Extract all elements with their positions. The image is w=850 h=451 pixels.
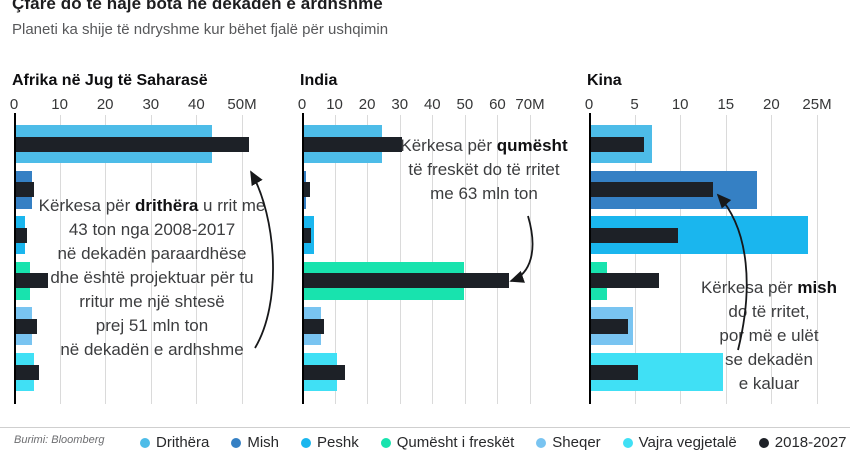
gridline — [817, 115, 818, 404]
axis-tick-label: 20 — [763, 96, 780, 113]
legend-swatch-icon — [758, 437, 769, 448]
legend-label: Peshk — [317, 434, 359, 451]
axis-tick-label: 0 — [297, 96, 307, 113]
annotation-text-china: Kërkesa për mish do të rritet, por më e ul… — [700, 278, 838, 393]
legend-item-sheqer: Sheqer — [536, 434, 601, 451]
gridline — [497, 115, 499, 404]
axis-tick-label: 0 — [9, 96, 19, 113]
legend-swatch-icon — [536, 437, 547, 448]
bar-africa-qumesht-2018-2027 — [16, 273, 48, 289]
axis-tick-label: 30 — [142, 96, 160, 113]
gridline — [196, 115, 198, 404]
legend-item-mish: Mish — [231, 434, 279, 451]
gridline — [242, 115, 243, 404]
panel-title-india: India — [300, 72, 338, 89]
axis-tick-label: 40 — [188, 96, 205, 113]
axis-tick-label: 20 — [96, 96, 114, 113]
gridline — [105, 115, 107, 404]
bar-africa-sheqer-2018-2027 — [16, 318, 37, 334]
legend-swatch-icon — [140, 437, 150, 448]
legend-item-qumesht: Qumësht i freskët — [380, 434, 515, 451]
legend-label: Mish — [247, 434, 280, 451]
bar-china-drithera-2018-2027 — [591, 136, 644, 152]
legend: Drithëra Mish Peshk Qumësht i freskët Sheqer… — [140, 434, 850, 451]
axis-tick-label: 25M — [802, 96, 832, 113]
panel-title-china: Kina — [587, 72, 622, 89]
bar-china-qumesht-2018-2027 — [591, 273, 660, 289]
legend-item-peshk: Peshk — [301, 434, 359, 451]
bar-india-sheqer-2018-2027 — [304, 318, 325, 334]
plot-area-india: Kërkesa për qumësht të freskët do të rrit… — [300, 113, 568, 404]
axis-tick-label: 5 — [630, 96, 639, 113]
chart-subtitle: Planeti ka shije të ndryshme kur bëhet f… — [12, 21, 389, 38]
plot-area-china: Kërkesa për mish do të rritet, por më e ul… — [587, 113, 850, 404]
axis-tick-label: 10 — [51, 96, 68, 113]
legend-item-vajra: Vajra vegjetalë — [622, 434, 737, 451]
annotation-text-india: Kërkesa për qumësht të freskët do të rrit… — [400, 136, 568, 203]
legend-item-projection: 2018-2027 — [758, 434, 847, 451]
legend-label: Drithëra — [156, 434, 210, 451]
axis-tick-label: 40 — [423, 96, 441, 113]
footer-divider — [0, 427, 850, 428]
axis-tick-label: 10 — [326, 96, 343, 113]
axis-tick-label: 0 — [584, 96, 594, 113]
gridline — [680, 115, 682, 404]
legend-label: Qumësht i freskët — [396, 434, 515, 451]
legend-swatch-icon — [380, 437, 391, 448]
gridline — [464, 115, 466, 404]
bar-china-peshk-2018-2027 — [591, 227, 678, 243]
bar-china-sheqer-2018-2027 — [591, 318, 629, 334]
legend-item-drithera: Drithëra — [140, 434, 209, 451]
gridline — [634, 115, 636, 404]
legend-label: Sheqer — [552, 434, 601, 451]
axis-tick-label: 10 — [671, 96, 689, 113]
bar-india-drithera-2018-2027 — [304, 136, 402, 152]
axis-tick-label: 30 — [391, 96, 409, 113]
gridline — [150, 115, 152, 404]
panel-title-africa: Afrika në Jug të Saharasë — [12, 72, 208, 89]
plot-area-africa: Kërkesa për drithëra u rrit me 43 ton nga… — [12, 113, 278, 404]
bar-africa-drithera-2018-2027 — [16, 136, 249, 152]
axis-tick-label: 70M — [515, 96, 545, 113]
bar-china-vajra-2018-2027 — [591, 364, 639, 380]
panel-india: India 0 10 20 30 40 50 60 70M Kërkesa për qumësht… — [297, 72, 568, 404]
legend-label: Vajra vegjetalë — [638, 434, 737, 451]
x-axis-india: 0 10 20 30 40 50 60 70M — [297, 96, 566, 118]
bar-china-mish-2018-2027 — [591, 182, 714, 198]
gridline — [399, 115, 401, 404]
axis-tick-label: 60 — [489, 96, 506, 113]
gridline — [367, 115, 369, 404]
axis-tick-label: 15 — [717, 96, 735, 113]
bar-india-vajra-2018-2027 — [304, 364, 345, 380]
gridline — [432, 115, 434, 404]
y-axis-line — [302, 113, 304, 404]
annotation-text-africa: Kërkesa për drithëra u rrit me 43 ton nga… — [38, 196, 266, 359]
legend-swatch-icon — [301, 437, 312, 448]
x-axis-africa: 0 10 20 30 40 50M — [9, 96, 278, 118]
legend-swatch-icon — [231, 437, 242, 448]
gridline — [59, 115, 61, 404]
bar-africa-peshk-2018-2027 — [16, 227, 28, 243]
gridline — [334, 115, 336, 404]
bar-africa-vajra-2018-2027 — [16, 364, 39, 380]
bar-india-mish-2018-2027 — [304, 182, 310, 198]
chart-title: Çfarë do të hajë bota në dekadën e ardhs… — [12, 0, 383, 13]
y-axis-line — [14, 113, 16, 404]
y-axis-line — [589, 113, 591, 404]
bar-india-qumesht-2018-2027 — [304, 273, 510, 289]
axis-tick-label: 20 — [358, 96, 376, 113]
bar-india-peshk-2018-2027 — [304, 227, 311, 243]
bar-africa-mish-2018-2027 — [16, 182, 35, 198]
panel-africa: Afrika në Jug të Saharasë 0 10 20 30 40 50M Kër… — [9, 72, 278, 404]
gridline — [771, 115, 773, 404]
axis-tick-label: 50M — [227, 96, 257, 113]
legend-label: 2018-2027 — [774, 434, 847, 451]
legend-swatch-icon — [622, 437, 633, 448]
axis-tick-label: 50 — [456, 96, 474, 113]
x-axis-china: 0 5 10 15 20 25M — [584, 96, 850, 118]
panel-china: Kina 0 5 10 15 20 25M Kërkesa për mish do të rri… — [584, 72, 850, 404]
source-credit: Burimi: Bloomberg — [14, 434, 105, 446]
